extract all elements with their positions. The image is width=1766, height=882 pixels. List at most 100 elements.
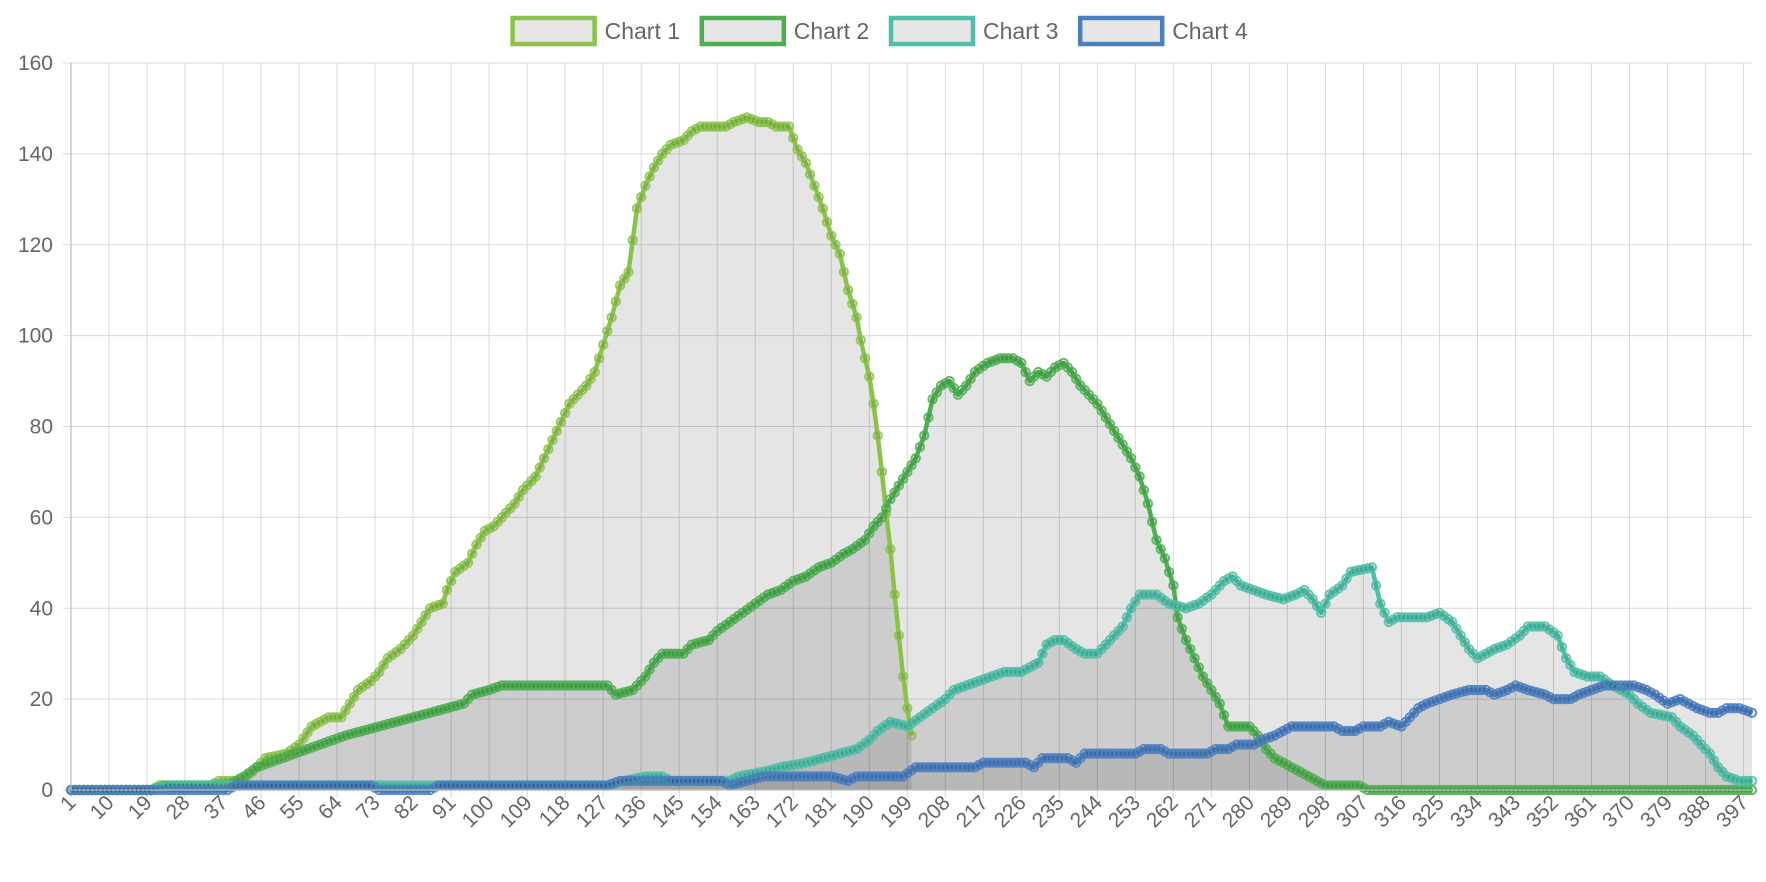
- data-point: [1033, 657, 1044, 668]
- data-point: [919, 430, 930, 441]
- data-point: [543, 444, 554, 455]
- x-tick-label: 208: [914, 791, 955, 832]
- data-point: [1316, 607, 1327, 618]
- data-point: [872, 430, 883, 441]
- x-tick-label: 55: [276, 791, 309, 824]
- x-tick-label: 397: [1712, 791, 1753, 832]
- data-point: [1552, 630, 1563, 641]
- x-tick-label: 352: [1522, 791, 1563, 832]
- data-point: [881, 503, 892, 514]
- x-tick-label: 298: [1294, 791, 1335, 832]
- data-point: [889, 589, 900, 600]
- data-point: [1168, 580, 1179, 591]
- legend-swatch: [1077, 15, 1165, 47]
- data-point: [1016, 357, 1027, 369]
- legend-item-2[interactable]: Chart 2: [699, 15, 869, 47]
- x-tick-label: 325: [1408, 791, 1449, 832]
- data-point: [1159, 553, 1171, 564]
- data-point: [1366, 562, 1378, 573]
- data-point: [530, 471, 541, 482]
- data-point: [644, 171, 655, 182]
- data-point: [441, 584, 453, 596]
- legend-label: Chart 2: [794, 18, 869, 44]
- legend-item-3[interactable]: Chart 3: [888, 15, 1058, 47]
- data-point: [855, 335, 866, 346]
- data-point: [1746, 775, 1758, 787]
- x-tick-label: 235: [1028, 791, 1069, 832]
- x-tick-label: 28: [162, 791, 195, 824]
- x-tick-label: 19: [124, 791, 157, 824]
- data-point: [437, 598, 448, 609]
- data-point: [923, 412, 934, 423]
- x-tick-label: 1: [56, 791, 81, 816]
- data-point: [902, 703, 913, 714]
- data-point: [906, 730, 917, 741]
- legend-item-1[interactable]: Chart 1: [510, 15, 680, 47]
- data-point: [1746, 707, 1758, 718]
- x-tick-label: 217: [952, 791, 993, 832]
- data-point: [1370, 580, 1382, 591]
- data-point: [1147, 516, 1158, 528]
- data-point: [640, 180, 651, 191]
- x-tick-label: 226: [990, 791, 1031, 832]
- data-point: [1375, 598, 1386, 609]
- x-tick-label: 100: [458, 791, 499, 832]
- x-tick-label: 154: [686, 791, 727, 832]
- data-point: [851, 312, 862, 323]
- x-tick-label: 370: [1598, 791, 1639, 832]
- data-point: [821, 216, 833, 228]
- x-tick-label: 10: [86, 791, 119, 824]
- data-point: [1218, 709, 1230, 721]
- y-tick-label: 100: [18, 325, 53, 348]
- data-point: [606, 312, 617, 323]
- y-tick-label: 160: [18, 52, 53, 75]
- x-tick-label: 109: [496, 791, 537, 832]
- x-tick-label: 280: [1218, 791, 1259, 832]
- x-tick-label: 334: [1446, 791, 1487, 832]
- data-point: [1138, 484, 1150, 496]
- x-tick-label: 181: [800, 791, 841, 832]
- data-point: [538, 453, 550, 464]
- data-point: [555, 416, 567, 428]
- data-point: [1134, 471, 1145, 482]
- data-point: [800, 157, 812, 169]
- series-points-4: [65, 680, 1758, 796]
- x-tick-label: 127: [572, 791, 613, 832]
- data-point: [1172, 612, 1183, 623]
- legend-label: Chart 1: [605, 18, 680, 44]
- data-point: [783, 121, 795, 132]
- data-point: [1130, 462, 1141, 473]
- legend: Chart 1 Chart 2 Chart 3 Chart 4: [510, 15, 1248, 47]
- data-point: [593, 353, 605, 364]
- x-tick-label: 379: [1636, 791, 1677, 832]
- x-tick-label: 118: [535, 791, 575, 831]
- data-point: [1020, 366, 1031, 378]
- x-tick-label: 145: [648, 791, 689, 832]
- data-point: [864, 371, 875, 382]
- data-point: [1185, 643, 1196, 655]
- x-tick-label: 64: [314, 791, 347, 824]
- x-tick-label: 307: [1332, 791, 1373, 832]
- series-points-3: [65, 562, 1758, 796]
- data-point: [1117, 621, 1128, 632]
- x-tick-label: 190: [838, 791, 879, 832]
- x-tick-label: 253: [1104, 791, 1145, 832]
- x-tick-label: 271: [1180, 791, 1221, 832]
- legend-item-4[interactable]: Chart 4: [1077, 15, 1248, 47]
- data-point: [876, 466, 888, 478]
- data-point: [598, 339, 609, 350]
- y-tick-label: 0: [41, 779, 53, 802]
- data-point: [445, 575, 457, 587]
- data-point: [834, 248, 845, 260]
- x-tick-label: 199: [876, 791, 917, 832]
- series-fill-1: [71, 117, 912, 790]
- data-point: [631, 203, 643, 214]
- data-point: [788, 132, 799, 144]
- data-point: [467, 548, 478, 559]
- y-tick-label: 120: [18, 234, 53, 257]
- data-point: [1379, 607, 1390, 618]
- y-tick-label: 80: [30, 416, 53, 439]
- data-point: [623, 266, 634, 278]
- y-tick-label: 60: [30, 506, 53, 529]
